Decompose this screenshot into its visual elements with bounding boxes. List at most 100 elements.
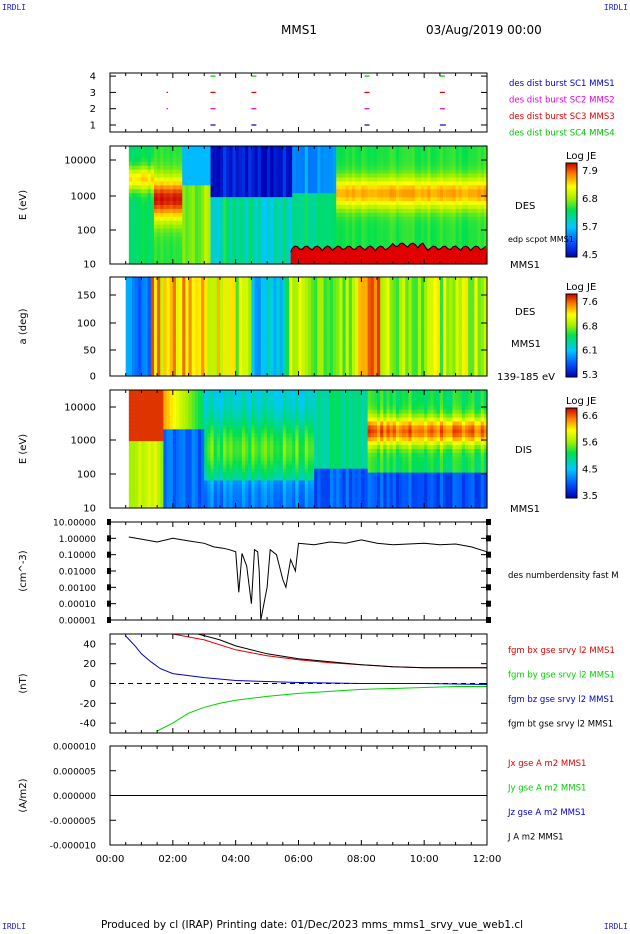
spectrogram-cell: [219, 185, 224, 190]
spectrogram-cell: [254, 372, 259, 377]
spectrogram-cell: [279, 333, 284, 337]
spectrogram-cell: [417, 173, 422, 179]
spectrogram-cell: [185, 169, 190, 175]
spectrogram-cell: [326, 228, 331, 234]
spectrogram-cell: [188, 153, 193, 159]
spectrogram-cell: [471, 201, 476, 206]
spectrogram-cell: [358, 205, 362, 210]
spectrogram-cell: [430, 216, 435, 222]
spectrogram-cell: [138, 197, 143, 202]
spectrogram-cell: [260, 193, 265, 198]
spectrogram-cell: [301, 153, 306, 159]
spectrogram-cell: [279, 356, 284, 361]
spectrogram-cell: [455, 146, 460, 151]
spectrogram-cell: [210, 313, 215, 318]
spectrogram-cell: [251, 165, 256, 171]
spectrogram-cell: [333, 197, 337, 202]
spectrogram-cell: [182, 303, 186, 308]
spectrogram-cell: [179, 256, 183, 261]
spectrogram-cell: [182, 177, 186, 182]
spectrogram-cell: [263, 316, 268, 321]
spectrogram-cell: [229, 181, 234, 186]
spectrogram-cell: [285, 359, 290, 364]
spectrogram-cell: [191, 323, 196, 328]
spectrogram-cell: [138, 300, 143, 304]
spectrogram-cell: [380, 240, 384, 245]
spectrogram-cell: [210, 296, 215, 301]
spectrogram-cell: [427, 224, 432, 230]
spectrogram-cell: [131, 244, 136, 249]
spectrogram-cell: [345, 169, 350, 175]
spectrogram-cell: [383, 201, 388, 206]
spectrogram-cell: [182, 208, 186, 214]
spectrogram-cell: [455, 236, 460, 241]
spectrogram-cell: [131, 157, 136, 163]
spectrogram-cell: [455, 212, 460, 218]
spectrogram-cell: [443, 169, 447, 175]
spectrogram-cell: [307, 185, 312, 190]
spectrogram-cell: [260, 366, 265, 370]
spectrogram-cell: [213, 224, 218, 230]
spectrogram-cell: [238, 343, 243, 347]
spectrogram-cell: [483, 208, 488, 214]
spectrogram-cell: [292, 153, 296, 159]
spectrogram-cell: [194, 260, 199, 265]
spectrogram-cell: [166, 216, 171, 222]
spectrogram-cell: [169, 359, 174, 364]
spectrogram-cell: [267, 208, 271, 214]
spectrogram-cell: [138, 153, 143, 159]
spectrogram-cell: [279, 201, 284, 206]
spectrogram-cell: [153, 244, 158, 249]
spectrogram-cell: [361, 205, 366, 210]
spectrogram-cell: [232, 220, 237, 226]
spectrogram-cell: [188, 208, 193, 214]
spectrogram-cell: [443, 236, 447, 241]
spectrogram-cell: [128, 306, 133, 311]
spectrogram-cell: [138, 280, 143, 285]
spectrogram-cell: [201, 244, 205, 249]
spectrogram-cell: [452, 161, 457, 167]
spectrogram-cell: [185, 372, 190, 377]
spectrogram-cell: [160, 212, 165, 218]
spectrogram-cell: [471, 193, 476, 198]
spectrogram-cell: [150, 256, 155, 261]
spectrogram-cell: [160, 326, 165, 331]
spectrogram-cell: [430, 146, 435, 151]
spectrogram-cell: [197, 306, 202, 311]
spectrogram-cell: [248, 359, 252, 364]
spectrogram-cell: [361, 240, 366, 245]
spectrogram-cell: [465, 153, 469, 159]
spectrogram-cell: [128, 220, 133, 226]
spectrogram-cell: [144, 326, 149, 331]
spectrogram-cell: [402, 208, 406, 214]
spectrogram-cell: [267, 205, 271, 210]
spectrogram-cell: [201, 286, 205, 291]
spectrogram-cell: [223, 228, 227, 234]
spectrogram-cell: [201, 256, 205, 261]
spectrogram-cell: [439, 232, 444, 238]
spectrogram-cell: [223, 290, 227, 295]
spectrogram-cell: [128, 260, 133, 265]
spectrogram-cell: [474, 232, 479, 238]
spectrogram-cell: [229, 173, 234, 179]
spectrogram-cell: [364, 173, 369, 179]
spectrogram-cell: [461, 228, 466, 234]
spectrogram-cell: [474, 185, 479, 190]
spectrogram-cell: [483, 149, 488, 155]
spectrogram-cell: [144, 277, 149, 281]
spectrogram-cell: [251, 369, 256, 374]
spectrogram-cell: [270, 323, 274, 328]
spectrogram-cell: [389, 216, 394, 222]
spectrogram-cell: [235, 240, 240, 245]
spectrogram-cell: [223, 349, 227, 354]
spectrogram-cell: [144, 201, 149, 206]
spectrogram-cell: [380, 146, 384, 151]
spectrogram-cell: [358, 236, 362, 241]
spectrogram-cell: [289, 306, 293, 311]
spectrogram-cell: [358, 228, 362, 234]
spectrogram-cell: [182, 356, 186, 361]
spectrogram-cell: [311, 201, 315, 206]
spectrogram-cell: [194, 220, 199, 226]
spectrogram-cell: [179, 212, 183, 218]
spectrogram-cell: [402, 165, 406, 171]
